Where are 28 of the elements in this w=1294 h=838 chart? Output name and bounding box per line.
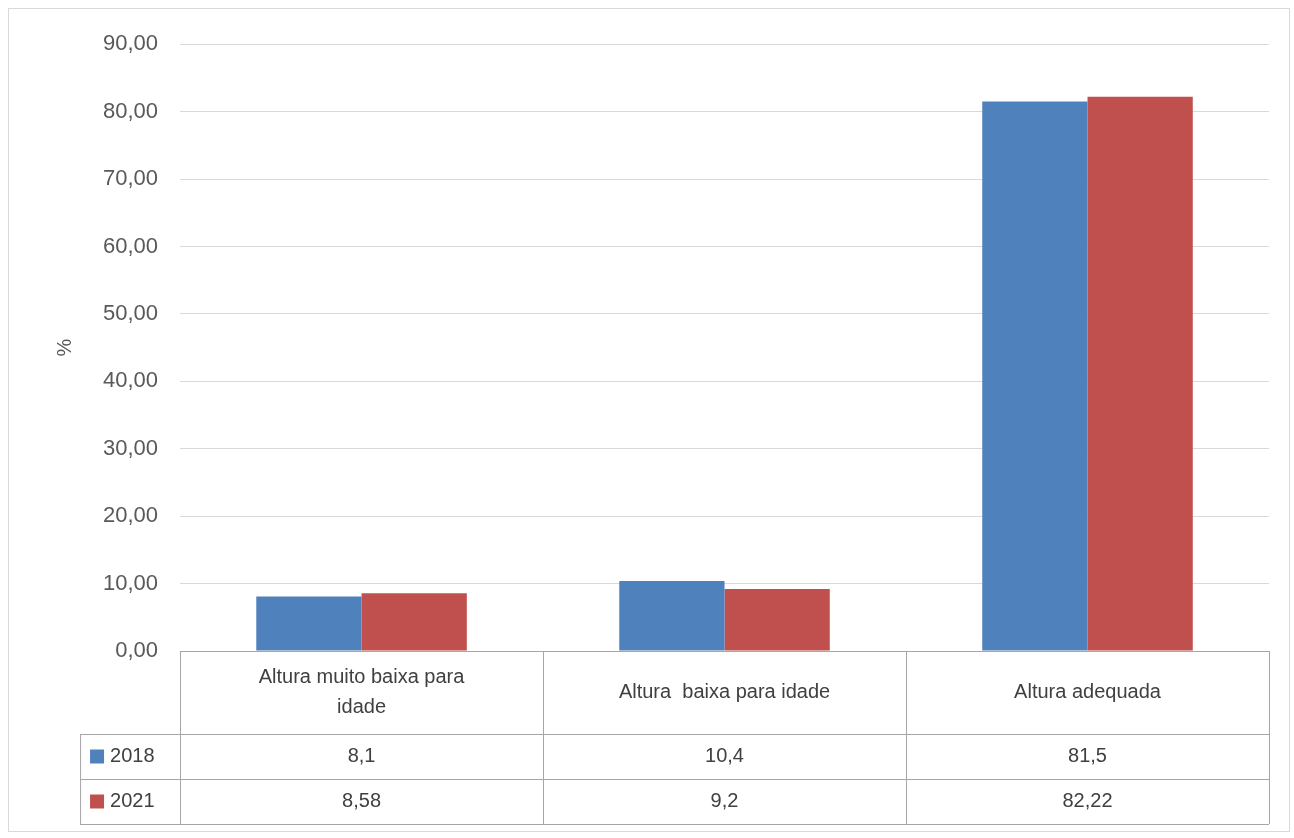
y-tick-label: 10,00 bbox=[102, 569, 159, 595]
data-label: 82,22 bbox=[1062, 789, 1113, 812]
data-label: 8,58 bbox=[342, 789, 382, 812]
data-label: 81,5 bbox=[1068, 744, 1107, 767]
y-tick-label: 20,00 bbox=[102, 502, 159, 528]
y-tick-label: 70,00 bbox=[102, 165, 159, 191]
data-label: 8,1 bbox=[347, 744, 376, 767]
bar bbox=[724, 588, 830, 651]
x-tick-label: Altura muito baixa para idade bbox=[258, 665, 466, 718]
y-tick-label: 0,00 bbox=[115, 637, 159, 663]
x-tick-label: Altura baixa para idade bbox=[618, 680, 831, 703]
y-tick-label: 30,00 bbox=[102, 434, 159, 460]
bar bbox=[361, 593, 467, 651]
data-label: 9,2 bbox=[710, 789, 739, 812]
y-axis-title: % bbox=[52, 338, 75, 357]
bar bbox=[256, 596, 362, 651]
y-tick-label: 60,00 bbox=[102, 232, 159, 258]
legend-label: 2018 bbox=[110, 744, 155, 767]
y-tick-label: 40,00 bbox=[102, 367, 159, 393]
y-tick-label: 80,00 bbox=[102, 97, 159, 123]
bar bbox=[982, 101, 1088, 651]
bar bbox=[1087, 96, 1193, 651]
y-tick-label: 90,00 bbox=[102, 30, 159, 56]
bar bbox=[619, 580, 725, 651]
x-tick-label: Altura adequada bbox=[1014, 680, 1162, 703]
y-tick-label: 50,00 bbox=[102, 299, 159, 325]
data-label: 10,4 bbox=[705, 744, 744, 767]
legend-label: 2021 bbox=[110, 789, 155, 812]
